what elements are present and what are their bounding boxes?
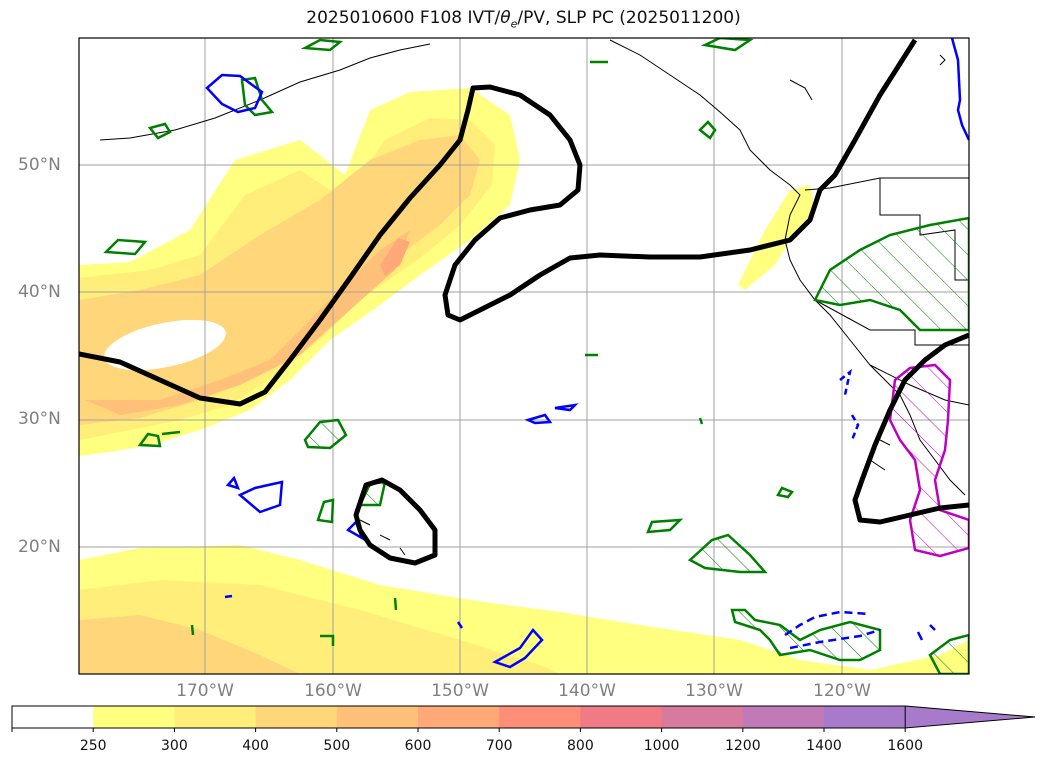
colorbar-label: 500 — [323, 738, 351, 754]
colorbar-swatch — [255, 706, 338, 728]
colorbar-label: 400 — [242, 738, 269, 754]
colorbar-label: 1200 — [724, 738, 761, 754]
colorbar-label: 250 — [79, 738, 107, 754]
colorbar-label: 1400 — [806, 738, 842, 754]
lat-label-40n: 40°N — [18, 282, 61, 302]
colorbar-label: 600 — [404, 738, 432, 754]
ivt-shading — [79, 88, 969, 674]
ivt-colorbar — [11, 705, 1036, 732]
colorbar-swatch — [336, 706, 419, 728]
slp-contours — [79, 38, 969, 566]
colorbar-label: 700 — [485, 738, 513, 754]
colorbar-swatch — [580, 706, 663, 728]
map-title: 2025010600 F108 IVT/θe/PV, SLP PC (20250… — [306, 8, 741, 31]
colorbar-swatch — [174, 706, 257, 728]
lon-label-140w: 140°W — [558, 681, 616, 701]
lon-label-170w: 170°W — [176, 681, 234, 701]
colorbar-outline — [11, 705, 906, 729]
lon-label-150w: 150°W — [431, 681, 489, 701]
colorbar-swatch — [93, 706, 175, 728]
colorbar-swatch — [661, 706, 744, 728]
colorbar-label: 800 — [567, 738, 594, 754]
colorbar-swatch — [824, 706, 906, 728]
colorbar-label: 300 — [161, 738, 188, 754]
pv-blue-contours — [205, 38, 969, 669]
lat-label-50n: 50°N — [18, 155, 61, 175]
colorbar-swatch — [742, 706, 825, 728]
lon-label-120w: 120°W — [813, 681, 871, 701]
lat-label-30n: 30°N — [18, 409, 61, 429]
colorbar-label: 1000 — [643, 738, 680, 754]
lon-label-160w: 160°W — [304, 681, 362, 701]
colorbar-swatch — [418, 706, 500, 728]
map-frame — [78, 37, 970, 675]
pv-magenta-contour — [888, 363, 969, 558]
map-canvas — [78, 37, 970, 675]
lat-label-20n: 20°N — [18, 537, 61, 557]
pv-green-contours — [103, 38, 969, 674]
colorbar-swatch — [12, 706, 94, 728]
colorbar-label: 1600 — [887, 738, 924, 754]
colorbar-extend-arrow — [904, 705, 1036, 729]
colorbar-swatch — [499, 706, 581, 728]
lon-label-130w: 130°W — [685, 681, 743, 701]
